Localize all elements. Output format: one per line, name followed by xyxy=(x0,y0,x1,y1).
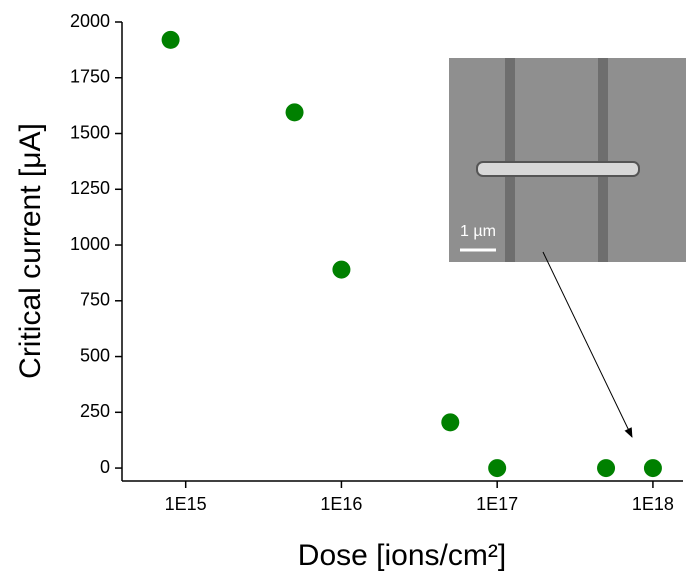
point xyxy=(332,260,351,279)
y-tick-label: 0 xyxy=(100,457,110,477)
x-tick-label: 1E17 xyxy=(476,494,518,514)
x-tick-label: 1E16 xyxy=(320,494,362,514)
y-tick-label: 1750 xyxy=(70,67,110,87)
x-axis-title: Dose [ions/cm²] xyxy=(298,539,506,572)
inset-image xyxy=(449,58,686,262)
point xyxy=(161,30,180,49)
point xyxy=(643,459,662,478)
point xyxy=(597,459,616,478)
point xyxy=(488,459,507,478)
inset-scale-label: 1 µm xyxy=(460,223,496,240)
arrow xyxy=(542,251,633,438)
y-tick-label: 1500 xyxy=(70,122,110,142)
y-axis-title: Critical current [μA] xyxy=(14,123,47,379)
y-tick-label: 1250 xyxy=(70,178,110,198)
y-tick-label: 2000 xyxy=(70,11,110,31)
y-tick-label: 1000 xyxy=(70,234,110,254)
y-tick-label: 250 xyxy=(80,401,110,421)
y-tick-label: 500 xyxy=(80,345,110,365)
x-tick-label: 1E18 xyxy=(632,494,674,514)
y-tick-label: 750 xyxy=(80,290,110,310)
point xyxy=(441,413,460,432)
x-tick-label: 1E15 xyxy=(165,494,207,514)
point xyxy=(285,103,304,122)
